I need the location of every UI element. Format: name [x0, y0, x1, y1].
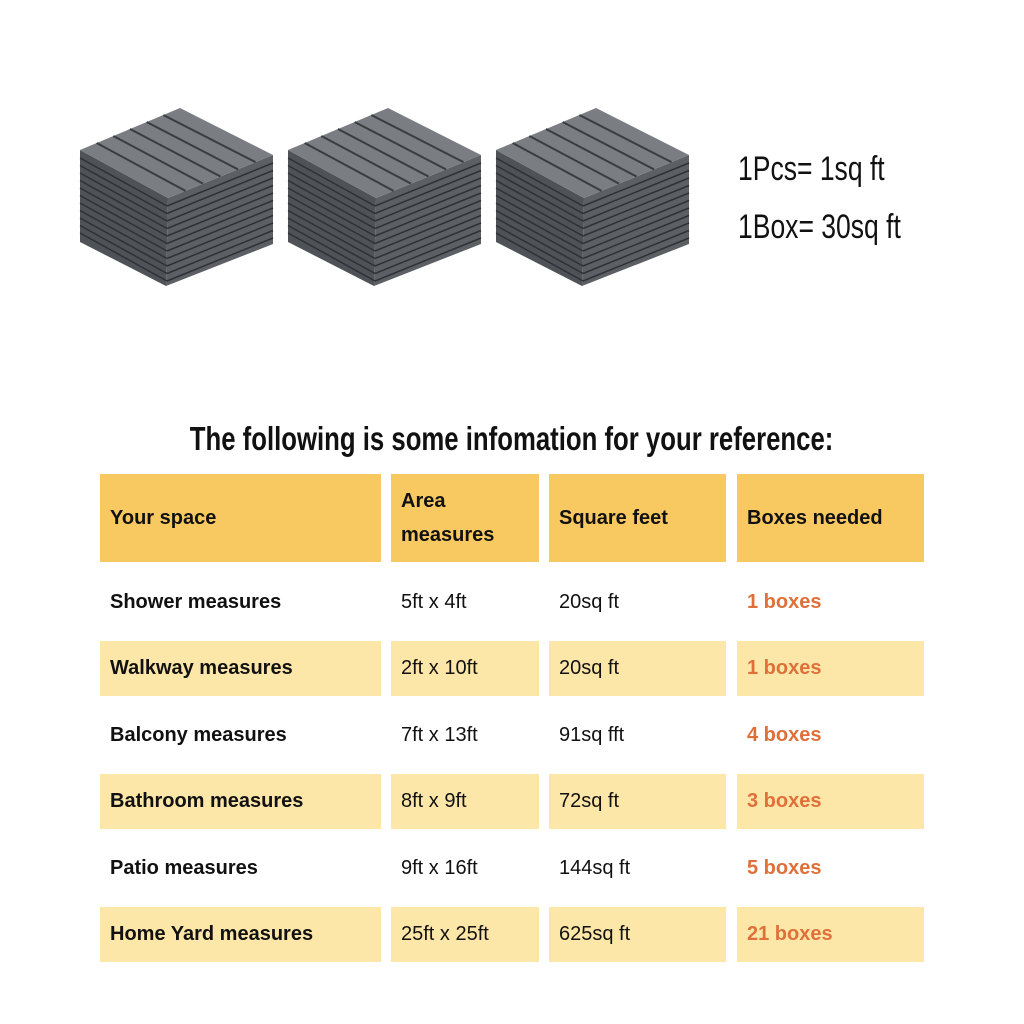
- cell-text: 72sq ft: [559, 790, 620, 812]
- cell-text: 5 boxes: [747, 856, 822, 879]
- cell-text: 7ft x 13ft: [401, 724, 478, 746]
- cell-text: 1 boxes: [747, 657, 822, 679]
- table-cell: 144sq ft: [549, 840, 726, 896]
- table-cell: Balcony measures: [100, 708, 381, 763]
- cell-text: 8ft x 9ft: [401, 790, 467, 812]
- cell-text: Walkway measures: [110, 657, 293, 679]
- cell-text: 144sq ft: [559, 856, 631, 879]
- cell-text: Shower measures: [110, 591, 282, 613]
- cell-text: 20sq ft: [559, 591, 620, 613]
- cell-text: 625sq ft: [559, 923, 631, 945]
- table-cell: 20sq ft: [549, 641, 726, 696]
- table-cell: 1 boxes: [737, 641, 924, 696]
- cell-text: Bathroom measures: [110, 790, 304, 812]
- table-cell: 1 boxes: [737, 575, 924, 630]
- table-cell: 21 boxes: [737, 907, 924, 962]
- cell-text: 5ft x 4ft: [401, 591, 467, 613]
- cell-text: Area measures: [401, 490, 495, 546]
- cell-text: 1 boxes: [747, 591, 822, 613]
- spec-piece: 1Pcs= 1sq ft: [738, 150, 885, 188]
- tile-stack: [287, 108, 482, 286]
- page-title: The following is some infomation for you…: [190, 420, 834, 457]
- cell-text: 3 boxes: [747, 790, 822, 812]
- table-cell: 72sq ft: [549, 774, 726, 829]
- table-cell: Bathroom measures: [100, 774, 381, 829]
- cell-text: 2ft x 10ft: [401, 657, 478, 679]
- cell-text: 9ft x 16ft: [401, 856, 478, 879]
- cell-text: 4 boxes: [747, 724, 822, 746]
- table-cell: Shower measures: [100, 575, 381, 630]
- column-header: Boxes needed: [737, 474, 924, 562]
- table-cell: Patio measures: [100, 840, 381, 896]
- cell-text: 91sq fft: [559, 724, 625, 746]
- column-header: Area measures: [391, 474, 539, 562]
- cell-text: 20sq ft: [559, 657, 620, 679]
- cell-text: Your space: [110, 507, 217, 529]
- cell-text: Square feet: [559, 507, 668, 529]
- table-cell: 8ft x 9ft: [391, 774, 539, 829]
- table-cell: 91sq fft: [549, 708, 726, 763]
- table-cell: 5ft x 4ft: [391, 575, 539, 630]
- column-header: Your space: [100, 474, 381, 562]
- cell-text: Balcony measures: [110, 724, 287, 746]
- table-cell: 9ft x 16ft: [391, 840, 539, 896]
- tile-stack: [495, 108, 690, 286]
- table-cell: Walkway measures: [100, 641, 381, 696]
- cell-text: 25ft x 25ft: [401, 923, 489, 945]
- cell-text: 21 boxes: [747, 923, 833, 945]
- table-cell: Home Yard measures: [100, 907, 381, 962]
- tile-stack: [79, 108, 274, 286]
- table-cell: 4 boxes: [737, 708, 924, 763]
- table-cell: 5 boxes: [737, 840, 924, 896]
- cell-text: Boxes needed: [747, 507, 883, 529]
- table-cell: 625sq ft: [549, 907, 726, 962]
- table-cell: 25ft x 25ft: [391, 907, 539, 962]
- table-cell: 3 boxes: [737, 774, 924, 829]
- spec-box: 1Box= 30sq ft: [738, 208, 901, 246]
- table-cell: 2ft x 10ft: [391, 641, 539, 696]
- table-cell: 7ft x 13ft: [391, 708, 539, 763]
- cell-text: Home Yard measures: [110, 923, 314, 945]
- product-image: [79, 108, 690, 286]
- column-header: Square feet: [549, 474, 726, 562]
- table-cell: 20sq ft: [549, 575, 726, 630]
- cell-text: Patio measures: [110, 856, 258, 879]
